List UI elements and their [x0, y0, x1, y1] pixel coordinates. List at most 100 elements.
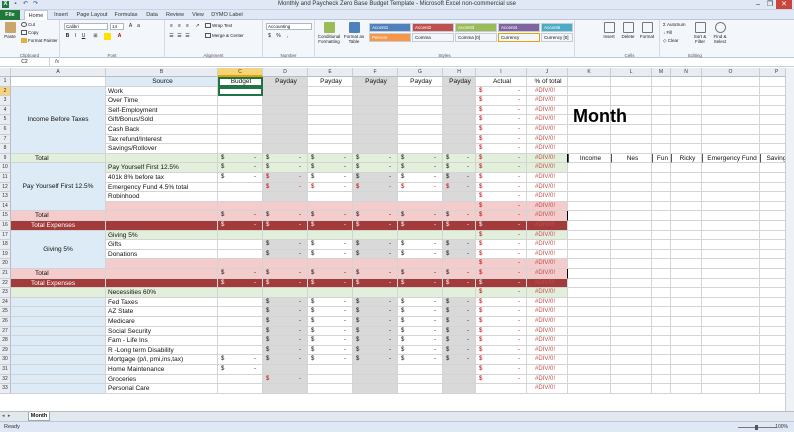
row-header-14[interactable]: 14 — [0, 201, 11, 212]
cell-f9[interactable]: $ - — [353, 153, 398, 164]
cell-b2[interactable]: Work — [106, 86, 218, 97]
cell-e24[interactable]: $ - — [308, 297, 353, 308]
cell-c27[interactable] — [218, 326, 263, 337]
cell-i16[interactable]: $ - — [476, 221, 527, 231]
cell-m17[interactable] — [652, 230, 671, 241]
style-comma-0[interactable]: Comma [0] — [455, 33, 497, 42]
align-left-icon[interactable]: ☰ — [169, 33, 174, 39]
cell-j1[interactable]: % of total — [527, 77, 568, 87]
cell-m22[interactable] — [652, 278, 671, 289]
tab-view[interactable]: View — [192, 12, 204, 18]
cell-e21[interactable]: $ - — [308, 269, 353, 279]
cell-l5[interactable] — [611, 115, 652, 125]
cell-b28[interactable]: Fam - Life Ins — [106, 336, 218, 346]
cell-b3[interactable]: Over Time — [106, 96, 218, 106]
cell-g11[interactable]: $ - — [398, 173, 443, 183]
cell-b8[interactable]: Savings/Rollover — [106, 144, 218, 154]
italic-icon[interactable]: I — [74, 33, 77, 39]
column-header-o[interactable]: O — [702, 68, 760, 77]
cell-h16[interactable]: $ - — [443, 221, 476, 231]
cell-o3[interactable] — [702, 96, 760, 106]
cell-e26[interactable]: $ - — [308, 317, 353, 327]
cell-m6[interactable] — [652, 125, 671, 135]
cell-k32[interactable] — [568, 374, 611, 385]
cell-c29[interactable] — [218, 345, 263, 356]
cell-k31[interactable] — [568, 365, 611, 375]
cell-c7[interactable] — [218, 134, 263, 145]
wrap-text-button[interactable]: Wrap Text — [205, 23, 232, 29]
cell-i9[interactable]: $ - — [476, 153, 527, 164]
style-comma[interactable]: Comma — [412, 33, 454, 42]
cell-e14[interactable] — [308, 201, 353, 212]
cell-k4[interactable] — [568, 105, 611, 116]
cell-l25[interactable] — [611, 307, 652, 317]
cell-n7[interactable] — [671, 134, 702, 145]
cell-i19[interactable]: $ - — [476, 249, 527, 260]
cell-c32[interactable] — [218, 374, 263, 385]
cell-c5[interactable] — [218, 115, 263, 125]
cell-g3[interactable] — [398, 96, 443, 106]
column-header-b[interactable]: B — [106, 68, 218, 77]
cell-f1[interactable]: Payday — [353, 77, 398, 87]
redo-icon[interactable]: ↷ — [32, 1, 39, 7]
cell-n20[interactable] — [671, 259, 702, 269]
cell-g28[interactable]: $ - — [398, 336, 443, 346]
cell-k6[interactable] — [568, 125, 611, 135]
cell-n23[interactable] — [671, 288, 702, 298]
cell-i30[interactable]: $ - — [476, 355, 527, 365]
column-header-e[interactable]: E — [308, 68, 353, 77]
cell-e12[interactable]: $ - — [308, 182, 353, 193]
cell-f21[interactable]: $ - — [353, 269, 398, 279]
cell-d10[interactable]: $ - — [263, 163, 308, 173]
cell-l23[interactable] — [611, 288, 652, 298]
cell-m11[interactable] — [652, 173, 671, 183]
cell-c4[interactable] — [218, 105, 263, 116]
cell-f20[interactable] — [353, 259, 398, 269]
font-name-select[interactable]: Calibri — [64, 23, 108, 30]
cell-k19[interactable] — [568, 249, 611, 260]
cell-o29[interactable] — [702, 345, 760, 356]
cell-g24[interactable]: $ - — [398, 297, 443, 308]
cell-a9[interactable]: Total — [11, 153, 106, 164]
cell-j3[interactable]: #DIV/0! — [527, 96, 568, 106]
cell-f33[interactable] — [353, 384, 398, 394]
cell-k2[interactable] — [568, 86, 611, 97]
cell-a29[interactable] — [11, 345, 106, 356]
cell-k28[interactable] — [568, 336, 611, 346]
row-header-25[interactable]: 25 — [0, 307, 11, 317]
cell-a28[interactable] — [11, 336, 106, 346]
row-header-7[interactable]: 7 — [0, 134, 11, 145]
cell-i14[interactable]: $ - — [476, 201, 527, 212]
bold-icon[interactable]: B — [65, 33, 70, 39]
cell-o14[interactable] — [702, 201, 760, 212]
tab-data[interactable]: Data — [146, 12, 158, 18]
cell-c6[interactable] — [218, 125, 263, 135]
fill-button[interactable]: ↓ Fill — [663, 30, 672, 36]
cell-m10[interactable] — [652, 163, 671, 173]
style-accent5[interactable]: Accent5 — [541, 23, 573, 32]
cell-k8[interactable] — [568, 144, 611, 154]
cell-h9[interactable]: $ - — [443, 153, 476, 164]
cell-m5[interactable] — [652, 115, 671, 125]
column-header-f[interactable]: F — [353, 68, 398, 77]
cell-c13[interactable] — [218, 192, 263, 202]
cell-k22[interactable] — [568, 278, 611, 289]
cell-m2[interactable] — [652, 86, 671, 97]
section-giving[interactable]: Giving 5% — [11, 230, 106, 269]
cell-i8[interactable]: $ - — [476, 144, 527, 154]
cell-g6[interactable] — [398, 125, 443, 135]
cell-e7[interactable] — [308, 134, 353, 145]
side-header-k[interactable]: Income — [568, 153, 611, 164]
cell-j23[interactable]: #DIV/0! — [527, 288, 568, 298]
cell-n24[interactable] — [671, 297, 702, 308]
cell-h20[interactable] — [443, 259, 476, 269]
cell-g27[interactable]: $ - — [398, 326, 443, 337]
cell-d11[interactable]: $ - — [263, 173, 308, 183]
cell-m30[interactable] — [652, 355, 671, 365]
number-format-select[interactable]: Accounting — [266, 23, 312, 30]
cell-c15[interactable]: $ - — [218, 211, 263, 221]
cell-o23[interactable] — [702, 288, 760, 298]
cell-f8[interactable] — [353, 144, 398, 154]
cell-f31[interactable] — [353, 365, 398, 375]
cell-k15[interactable] — [568, 211, 611, 221]
